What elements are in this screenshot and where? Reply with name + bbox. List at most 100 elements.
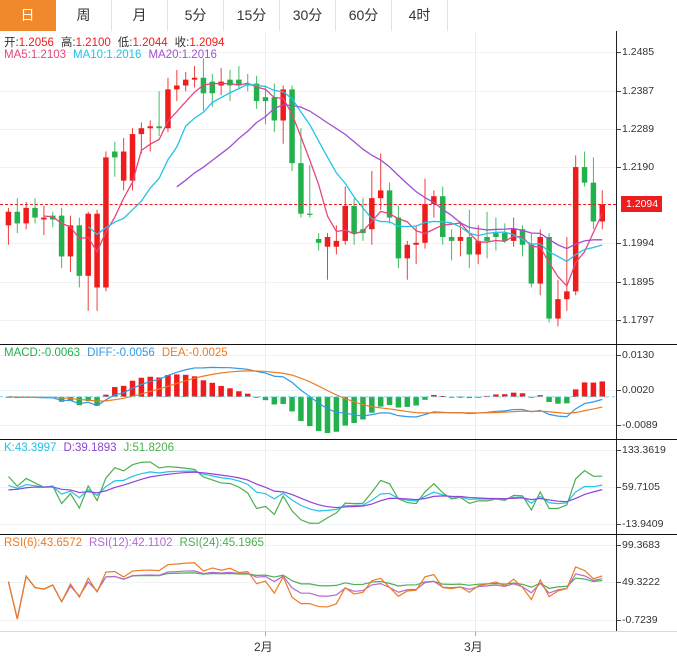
gridline-0 (0, 355, 616, 357)
ma-line-20 (176, 104, 603, 250)
axis-tick-0: 0.0130 (622, 349, 655, 362)
axis-tickmark-2 (617, 524, 621, 526)
axis-tick-2: 1.2289 (622, 122, 655, 135)
tab-3[interactable]: 5分 (168, 0, 224, 31)
legend-item-0: MA5:1.2103 (4, 49, 67, 61)
panel-separator-1 (0, 439, 677, 440)
axis-tick-0: 133.3619 (622, 443, 666, 456)
gridline-2 (0, 524, 616, 526)
axis-tick-0: 1.2485 (622, 46, 655, 59)
axis-tick-0: 99.3683 (622, 538, 660, 551)
rsi-panel[interactable]: 99.3683 49.3222 -0.7239 RSI(6):43.6572 RSI(… (0, 535, 677, 631)
legend-item-2: J:51.8206 (123, 442, 175, 454)
macd-series (0, 366, 616, 433)
tab-5[interactable]: 30分 (280, 0, 336, 31)
tab-4[interactable]: 15分 (224, 0, 280, 31)
kdj-k-line (8, 470, 603, 512)
ma-line-10 (87, 83, 603, 263)
rsi-6-line (7, 562, 603, 620)
gridline-1 (0, 390, 616, 392)
legend-item-2: DEA:-0.0025 (161, 347, 228, 359)
axis-tick-4: 1.1994 (622, 237, 655, 250)
gridline-0 (0, 544, 616, 546)
macd-plot-area[interactable] (0, 345, 616, 439)
axis-tickmark-2 (617, 425, 621, 427)
ohlc-1: 高:1.2100 (60, 37, 111, 49)
price-chart-panel[interactable]: 1.2485 1.2387 1.2289 1.2190 1.1994 1.1895 1.17… (0, 31, 677, 344)
kdj-d-line (8, 471, 603, 509)
axis-tick-5: 1.1895 (622, 275, 655, 288)
date-x-axis: 2月 3月 (0, 631, 677, 667)
ohlc-2: 低:1.2044 (117, 37, 168, 49)
axis-tickmark-0 (617, 355, 621, 357)
tab-2[interactable]: 月 (112, 0, 168, 31)
axis-tickmark-6 (617, 319, 621, 321)
kdj-panel[interactable]: 133.3619 59.7105 -13.9409 K:43.3997 D:39.18… (0, 440, 677, 534)
kdj-y-axis: 133.3619 59.7105 -13.9409 (616, 440, 677, 534)
axis-tickmark-1 (617, 390, 621, 392)
axis-tickmark-4 (617, 243, 621, 245)
legend-item-2: RSI(24):45.1965 (179, 537, 264, 549)
timeframe-tabbar[interactable]: 日周月 5分 15分 30分 60分 4时 (0, 0, 677, 31)
axis-tickmark-1 (617, 487, 621, 489)
axis-tick-1: 1.2387 (622, 84, 655, 97)
legend-item-1: DIFF:-0.0056 (87, 347, 155, 359)
axis-tick-2: -13.9409 (622, 518, 664, 531)
axis-tickmark-2 (617, 128, 621, 130)
rsi-series (7, 562, 603, 620)
month-gridline-0 (265, 535, 266, 631)
rsi-y-axis: 99.3683 49.3222 -0.7239 (616, 535, 677, 631)
axis-tickmark-0 (617, 544, 621, 546)
ma-line-5 (43, 82, 603, 288)
gridline-1 (0, 487, 616, 489)
ma-legend: MA5:1.2103 MA10:1.2016 MA20:1.2016 (4, 49, 224, 61)
month-gridline-0 (265, 31, 266, 344)
gridline-1 (0, 90, 616, 92)
kdj-plot-area[interactable] (0, 440, 616, 534)
tab-7[interactable]: 4时 (392, 0, 448, 31)
gridline-2 (0, 128, 616, 130)
legend-item-0: RSI(6):43.6572 (4, 537, 82, 549)
axis-tickmark-1 (617, 582, 621, 584)
month-gridline-0 (265, 345, 266, 439)
macd-panel[interactable]: 0.0130 0.0020 -0.0089 MACD:-0.0063 DIFF:-0.… (0, 345, 677, 439)
axis-tick-6: 1.1797 (622, 313, 655, 326)
gridline-0 (0, 52, 616, 54)
rsi-plot-area[interactable] (0, 535, 616, 631)
axis-tick-2: -0.0089 (622, 419, 658, 432)
price-y-axis: 1.2485 1.2387 1.2289 1.2190 1.1994 1.1895 1.17… (616, 31, 677, 344)
current-price-line (0, 204, 616, 206)
ohlc-0: 开:1.2056 (4, 37, 54, 49)
tab-6[interactable]: 60分 (336, 0, 392, 31)
axis-tick-2: -0.7239 (622, 613, 658, 626)
tab-0[interactable]: 日 (0, 0, 56, 31)
axis-tick-1: 59.7105 (622, 481, 660, 494)
axis-tick-1: 0.0020 (622, 384, 655, 397)
kdj-series (7, 461, 603, 524)
macd-dea-line (8, 370, 603, 415)
tabbar-filler (448, 0, 677, 31)
axis-tickmark-1 (617, 90, 621, 92)
x-axis-tick-0 (265, 632, 266, 636)
macd-legend: MACD:-0.0063 DIFF:-0.0056 DEA:-0.0025 (4, 347, 235, 359)
legend-item-1: RSI(12):42.1102 (89, 537, 173, 549)
panel-separator-0 (0, 344, 677, 345)
legend-item-0: K:43.3997 (4, 442, 57, 454)
gridline-2 (0, 619, 616, 621)
macd-diff-line (8, 366, 603, 418)
panel-separator-2 (0, 534, 677, 535)
kdj-legend: K:43.3997 D:39.1893 J:51.8206 (4, 442, 181, 454)
axis-tickmark-5 (617, 281, 621, 283)
axis-tickmark-2 (617, 619, 621, 621)
axis-tick-3: 1.2190 (622, 161, 655, 174)
candlestick-plot-area[interactable] (0, 31, 616, 344)
axis-tickmark-0 (617, 449, 621, 451)
current-price-tag: 1.2094 (621, 196, 663, 213)
month-gridline-1 (475, 31, 476, 344)
gridline-1 (0, 582, 616, 584)
tab-1[interactable]: 周 (56, 0, 112, 31)
x-axis-label-1: 3月 (464, 640, 483, 654)
legend-item-1: D:39.1893 (63, 442, 117, 454)
legend-item-2: MA20:1.2016 (148, 49, 217, 61)
gridline-6 (0, 319, 616, 321)
